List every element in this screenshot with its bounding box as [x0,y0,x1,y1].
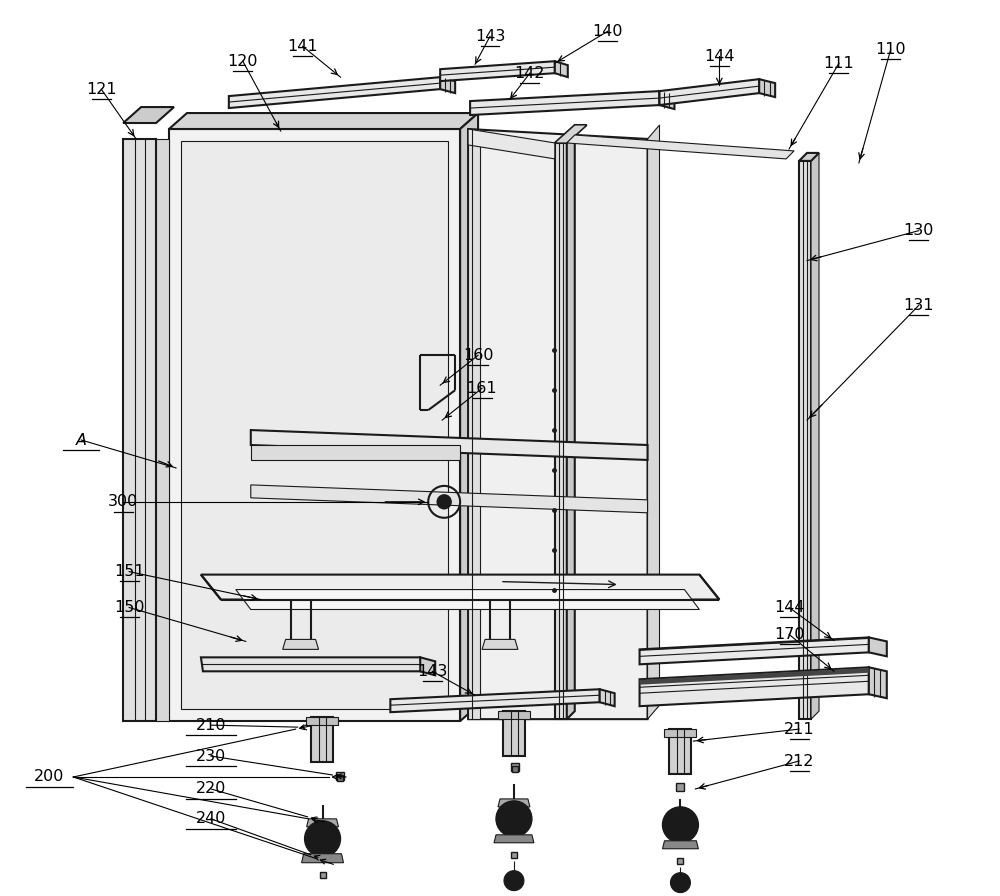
Polygon shape [251,445,460,460]
Polygon shape [555,125,587,143]
Text: 300: 300 [108,495,138,509]
Polygon shape [811,153,819,719]
Circle shape [437,495,451,509]
Text: 130: 130 [904,223,934,238]
Text: 140: 140 [592,24,623,39]
Polygon shape [494,835,534,843]
Polygon shape [236,590,699,609]
Polygon shape [283,640,319,650]
Text: 143: 143 [475,29,505,44]
Polygon shape [759,79,775,97]
Text: 144: 144 [774,600,804,615]
Text: 211: 211 [784,721,814,737]
Polygon shape [600,689,615,706]
Polygon shape [201,658,422,671]
Polygon shape [468,129,480,719]
Polygon shape [169,129,460,721]
Text: 161: 161 [467,381,497,396]
Polygon shape [567,135,575,719]
Text: 170: 170 [774,627,804,642]
Polygon shape [799,161,811,719]
Text: 200: 200 [34,770,65,785]
Polygon shape [468,129,648,719]
Text: 121: 121 [86,82,117,97]
Circle shape [662,807,698,843]
Polygon shape [869,668,887,698]
Polygon shape [156,139,169,721]
Polygon shape [503,711,525,756]
Text: 110: 110 [875,42,906,56]
Polygon shape [181,141,448,710]
Polygon shape [648,125,660,719]
Polygon shape [229,77,440,108]
Polygon shape [440,61,555,82]
Text: 111: 111 [824,56,854,71]
Polygon shape [390,689,600,712]
Polygon shape [662,840,698,849]
Polygon shape [660,79,759,105]
Circle shape [305,821,340,857]
Text: 144: 144 [704,48,735,64]
Polygon shape [498,799,530,807]
Text: 210: 210 [196,718,226,733]
Polygon shape [302,854,343,863]
Text: 142: 142 [515,65,545,81]
Polygon shape [799,153,819,161]
Polygon shape [669,729,691,774]
Polygon shape [555,143,567,719]
Text: 141: 141 [287,39,318,54]
Polygon shape [307,819,339,827]
Polygon shape [869,637,887,657]
Text: 230: 230 [196,748,226,763]
Text: 240: 240 [196,812,226,826]
Polygon shape [555,125,587,143]
Polygon shape [567,135,794,159]
Text: A: A [76,433,87,447]
Circle shape [504,871,524,891]
Polygon shape [555,61,568,77]
Polygon shape [468,129,555,159]
Text: 212: 212 [784,754,814,769]
Polygon shape [440,77,455,93]
Polygon shape [306,717,338,725]
Text: 160: 160 [463,348,493,363]
Polygon shape [640,668,869,706]
Polygon shape [251,485,648,513]
Polygon shape [169,113,478,129]
Circle shape [670,873,690,892]
Text: 220: 220 [196,781,226,797]
Polygon shape [311,717,333,762]
Polygon shape [460,113,478,721]
Text: 120: 120 [228,54,258,69]
Polygon shape [660,91,674,109]
Polygon shape [482,640,518,650]
Polygon shape [201,574,719,599]
Polygon shape [123,139,156,721]
Polygon shape [664,729,696,737]
Polygon shape [251,430,648,460]
Text: 151: 151 [114,564,144,579]
Polygon shape [470,91,660,115]
Text: 150: 150 [114,600,144,615]
Polygon shape [420,658,435,676]
Circle shape [496,801,532,837]
Polygon shape [640,637,869,664]
Polygon shape [498,711,530,719]
Text: 143: 143 [417,664,447,679]
Text: 131: 131 [903,298,934,313]
Polygon shape [123,107,174,123]
